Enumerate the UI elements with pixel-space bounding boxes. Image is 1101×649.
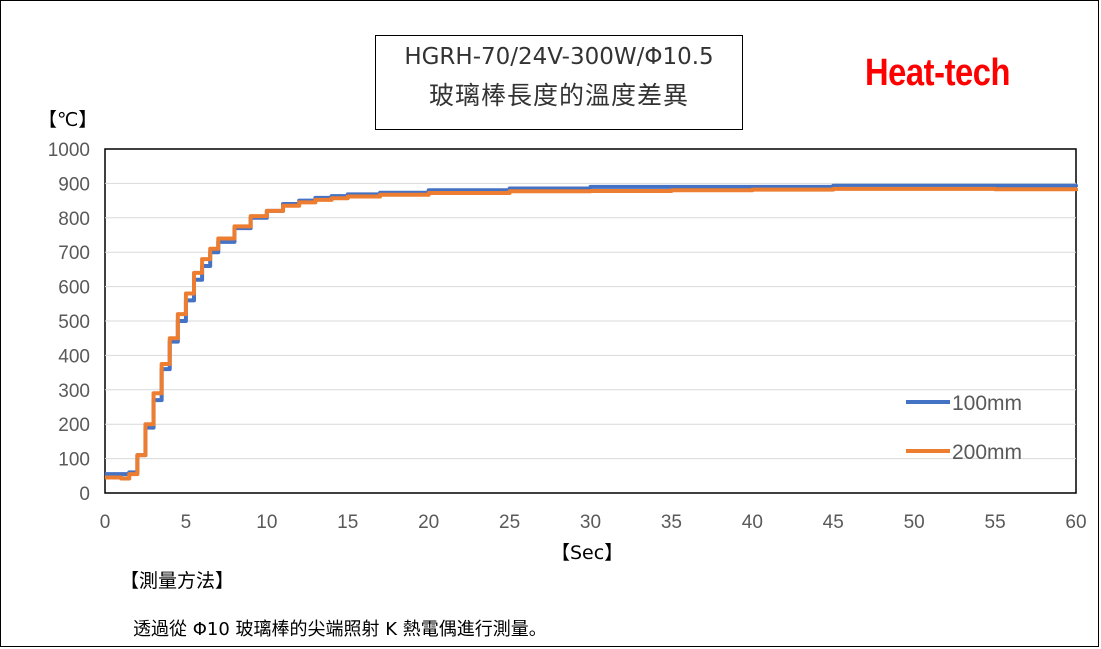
x-tick-label: 5 (181, 512, 192, 533)
x-tick-label: 20 (418, 512, 439, 533)
y-axis-ticks: 0 100 200 300 400 500 600 700 800 900 1000 (48, 140, 90, 505)
legend: 100mm 200mm (906, 392, 1022, 464)
y-tick-label: 400 (58, 346, 90, 367)
y-tick-label: 700 (58, 243, 90, 264)
x-tick-label: 25 (499, 512, 520, 533)
legend-label-200mm: 200mm (952, 441, 1022, 464)
y-tick-label: 200 (58, 415, 90, 436)
brand-logo-text: Heat-tech (865, 52, 1011, 94)
x-tick-label: 35 (661, 512, 682, 533)
y-tick-label: 600 (58, 278, 90, 299)
x-tick-label: 40 (742, 512, 763, 533)
y-tick-label: 500 (58, 312, 90, 333)
x-tick-label: 60 (1065, 512, 1086, 533)
y-tick-label: 800 (58, 209, 90, 230)
method-description: 透過從 Φ10 玻璃棒的尖端照射 K 熱電偶進行測量。 (133, 619, 547, 640)
y-tick-label: 1000 (48, 140, 90, 161)
method-title: 【測量方法】 (120, 570, 235, 592)
y-tick-label: 300 (58, 381, 90, 402)
x-axis-label: 【Sec】 (551, 542, 623, 564)
chart-subtitle: 玻璃棒長度的溫度差異 (428, 81, 689, 110)
x-tick-label: 55 (985, 512, 1006, 533)
y-axis-label: 【℃】 (38, 109, 97, 131)
y-tick-label: 900 (58, 174, 90, 195)
x-tick-label: 30 (580, 512, 601, 533)
x-tick-label: 10 (256, 512, 277, 533)
series-line-200mm (105, 186, 1078, 481)
series-group (105, 183, 1078, 481)
x-tick-label: 50 (904, 512, 925, 533)
y-tick-label: 100 (58, 450, 90, 471)
x-tick-label: 0 (100, 512, 111, 533)
x-tick-label: 15 (337, 512, 358, 533)
x-tick-label: 45 (823, 512, 844, 533)
y-tick-label: 0 (79, 484, 90, 505)
legend-label-100mm: 100mm (952, 392, 1022, 415)
x-axis-ticks: 0 5 10 15 20 25 30 35 40 45 50 55 60 (100, 512, 1087, 533)
chart-title: HGRH-70/24V-300W/Φ10.5 (404, 44, 714, 70)
title-box: HGRH-70/24V-300W/Φ10.5 玻璃棒長度的溫度差異 (375, 35, 743, 130)
